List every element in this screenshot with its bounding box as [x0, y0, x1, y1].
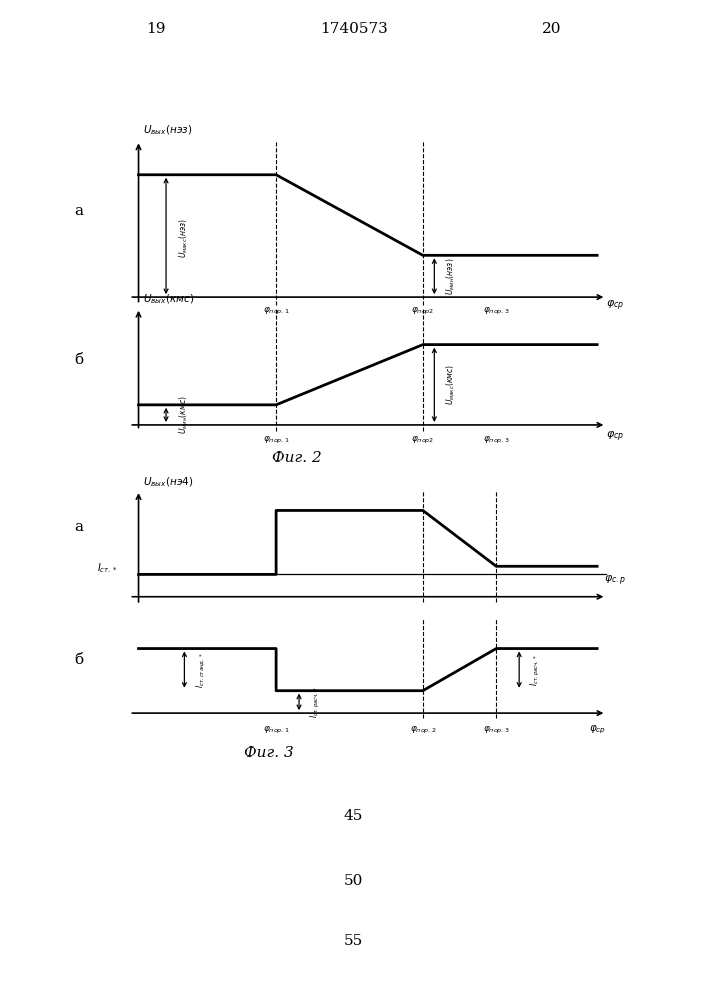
Text: $\varphi_{с.р}$: $\varphi_{с.р}$ — [604, 574, 626, 588]
Text: $\varphi_{пор.3}$: $\varphi_{пор.3}$ — [483, 305, 510, 317]
Text: Фиг. 3: Фиг. 3 — [244, 746, 293, 760]
Text: 19: 19 — [146, 22, 165, 36]
Text: 1740573: 1740573 — [320, 22, 387, 36]
Text: $\varphi_{ср}$: $\varphi_{ср}$ — [607, 430, 624, 444]
Text: 45: 45 — [344, 809, 363, 823]
Text: $\varphi_{пор.1}$: $\varphi_{пор.1}$ — [263, 724, 289, 736]
Text: $U_{мин}(кмс)$: $U_{мин}(кмс)$ — [177, 396, 190, 434]
Text: $\varphi_{ср}$: $\varphi_{ср}$ — [607, 299, 624, 313]
Text: Фиг. 2: Фиг. 2 — [272, 451, 322, 465]
Text: $U_{мин}(нэз)$: $U_{мин}(нэз)$ — [445, 258, 457, 295]
Text: а: а — [74, 520, 83, 534]
Text: $I_{ст.расч.*}$: $I_{ст.расч.*}$ — [530, 654, 542, 686]
Text: б: б — [74, 353, 83, 367]
Text: б: б — [74, 653, 83, 667]
Text: 50: 50 — [344, 874, 363, 888]
Text: $U_{вых}(нэз)$: $U_{вых}(нэз)$ — [143, 123, 192, 137]
Text: $U_{вых}(кмс)$: $U_{вых}(кмс)$ — [143, 292, 194, 306]
Text: $U_{макс}(кмс)$: $U_{макс}(кмс)$ — [445, 364, 457, 405]
Text: $\varphi_{ср}$: $\varphi_{ср}$ — [588, 723, 606, 736]
Text: $I_{ст.станд.*}$: $I_{ст.станд.*}$ — [194, 652, 207, 688]
Text: $\varphi_{пор.1}$: $\varphi_{пор.1}$ — [263, 435, 289, 446]
Text: $\varphi_{пор.3}$: $\varphi_{пор.3}$ — [483, 435, 510, 446]
Text: а: а — [74, 204, 83, 218]
Text: $U_{макс}(нэз)$: $U_{макс}(нэз)$ — [177, 218, 190, 258]
Text: 20: 20 — [542, 22, 561, 36]
Text: $U_{вых}(нэ4)$: $U_{вых}(нэ4)$ — [143, 475, 194, 489]
Text: $\varphi_{пор2}$: $\varphi_{пор2}$ — [411, 435, 435, 446]
Text: $\varphi_{пор2}$: $\varphi_{пор2}$ — [411, 305, 435, 317]
Text: $\varphi_{пор.1}$: $\varphi_{пор.1}$ — [263, 305, 289, 317]
Text: $I_{ст.*}$: $I_{ст.*}$ — [98, 561, 118, 575]
Text: $\varphi_{пор.2}$: $\varphi_{пор.2}$ — [409, 724, 436, 736]
Text: 55: 55 — [344, 934, 363, 948]
Text: $\varphi_{пор.3}$: $\varphi_{пор.3}$ — [483, 724, 510, 736]
Text: $I_{ст.расч.*}$: $I_{ст.расч.*}$ — [309, 686, 322, 718]
